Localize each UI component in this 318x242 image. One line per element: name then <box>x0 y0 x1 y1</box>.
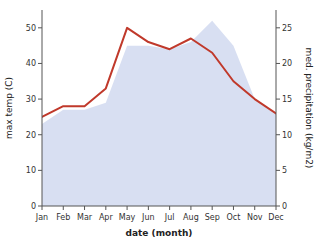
y2-tick <box>276 134 280 135</box>
y2-axis-label: med. precipitation (kg/m2) <box>304 48 314 169</box>
x-tick-label: Dec <box>268 213 283 222</box>
y2-tick <box>276 206 280 207</box>
y2-tick-label: 20 <box>282 59 292 68</box>
y-axis-line <box>42 10 43 206</box>
x-tick <box>127 206 128 210</box>
y2-tick-label: 5 <box>282 166 287 175</box>
x-tick <box>169 206 170 210</box>
x-tick <box>233 206 234 210</box>
x-tick <box>148 206 149 210</box>
y-tick-label: 30 <box>26 95 36 104</box>
y-tick <box>38 63 42 64</box>
line <box>42 28 276 117</box>
y-tick <box>38 206 42 207</box>
x-tick <box>84 206 85 210</box>
x-axis-label: date (month) <box>126 228 193 238</box>
x-tick <box>105 206 106 210</box>
x-tick-label: Apr <box>99 213 114 222</box>
x-axis-line <box>42 206 276 207</box>
y-tick-label: 50 <box>26 24 36 33</box>
plot-data <box>42 21 276 206</box>
y-tick-label: 20 <box>26 131 36 140</box>
x-tick-label: Mar <box>77 213 93 222</box>
y-tick-label: 40 <box>26 59 36 68</box>
y2-tick <box>276 63 280 64</box>
x-tick-label: May <box>119 213 136 222</box>
x-tick <box>254 206 255 210</box>
y2-tick-label: 25 <box>282 24 292 33</box>
x-tick-label: Jan <box>35 213 48 222</box>
y2-tick-label: 15 <box>282 95 292 104</box>
y-axis-label: max temp (C) <box>4 77 14 139</box>
x-tick-label: Jul <box>164 213 175 222</box>
y-tick <box>38 99 42 100</box>
x-tick-label: Sep <box>205 213 220 222</box>
y2-tick <box>276 99 280 100</box>
y-tick <box>38 134 42 135</box>
y-tick <box>38 170 42 171</box>
x-tick <box>190 206 191 210</box>
y2-tick <box>276 170 280 171</box>
chart: Jan Feb Mar Apr May Jun Jul Aug Sep Oct Nov Dec date… <box>0 0 318 242</box>
x-tick-label: Nov <box>247 213 263 222</box>
x-tick-label: Jun <box>141 213 155 222</box>
x-tick <box>42 206 43 210</box>
y2-tick-label: 0 <box>282 202 287 211</box>
x-tick <box>276 206 277 210</box>
y2-tick <box>276 27 280 28</box>
y-tick-label: 0 <box>31 202 36 211</box>
x-tick <box>212 206 213 210</box>
x-tick <box>63 206 64 210</box>
x-tick-label: Aug <box>183 213 199 222</box>
y-tick-label: 10 <box>26 166 36 175</box>
y2-axis-line <box>276 10 277 206</box>
x-tick-label: Feb <box>56 213 70 222</box>
y-tick <box>38 27 42 28</box>
area <box>42 21 276 206</box>
y2-tick-label: 10 <box>282 131 292 140</box>
x-tick-label: Oct <box>227 213 241 222</box>
chart-container: Jan Feb Mar Apr May Jun Jul Aug Sep Oct Nov Dec date… <box>0 0 318 242</box>
